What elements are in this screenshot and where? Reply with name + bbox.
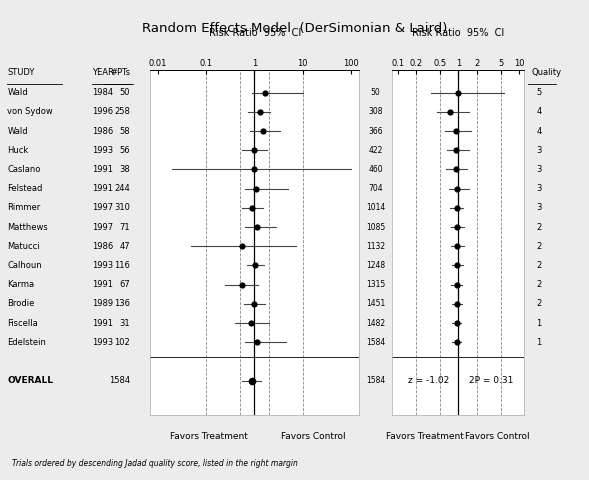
Text: 1315: 1315 xyxy=(366,280,385,289)
Text: Edelstein: Edelstein xyxy=(7,338,46,347)
Text: 1986: 1986 xyxy=(92,242,114,251)
Text: 1993: 1993 xyxy=(92,338,114,347)
Text: 2: 2 xyxy=(537,223,542,231)
Text: 1584: 1584 xyxy=(366,376,385,385)
Text: 1993: 1993 xyxy=(92,261,114,270)
Text: z = -1.02: z = -1.02 xyxy=(408,376,449,385)
Text: Rimmer: Rimmer xyxy=(7,204,41,212)
Text: 4: 4 xyxy=(537,108,542,116)
Text: Favors Control: Favors Control xyxy=(281,432,346,442)
Text: 704: 704 xyxy=(368,184,383,193)
Text: 244: 244 xyxy=(114,184,130,193)
Text: Calhoun: Calhoun xyxy=(7,261,42,270)
Text: 2: 2 xyxy=(537,280,542,289)
Text: Favors Treatment: Favors Treatment xyxy=(170,432,248,442)
Text: 50: 50 xyxy=(120,88,130,97)
Text: 1132: 1132 xyxy=(366,242,385,251)
Text: 1993: 1993 xyxy=(92,146,114,155)
Text: 1991: 1991 xyxy=(92,280,114,289)
Text: 460: 460 xyxy=(368,165,383,174)
Text: Huck: Huck xyxy=(7,146,29,155)
Text: 47: 47 xyxy=(120,242,130,251)
Text: 38: 38 xyxy=(119,165,130,174)
Text: 3: 3 xyxy=(537,165,542,174)
Text: Wald: Wald xyxy=(7,88,28,97)
Text: Fiscella: Fiscella xyxy=(7,319,38,327)
Text: 2: 2 xyxy=(537,261,542,270)
Text: 2P = 0.31: 2P = 0.31 xyxy=(469,376,513,385)
Text: 366: 366 xyxy=(368,127,383,135)
Text: 1991: 1991 xyxy=(92,165,114,174)
Text: OVERALL: OVERALL xyxy=(7,376,54,385)
Text: 5: 5 xyxy=(537,88,542,97)
Text: Quality: Quality xyxy=(531,68,561,77)
Text: 116: 116 xyxy=(114,261,130,270)
Text: Risk Ratio  95%  CI: Risk Ratio 95% CI xyxy=(209,28,301,38)
Text: 1984: 1984 xyxy=(92,88,114,97)
Text: 422: 422 xyxy=(368,146,383,155)
Text: Trials ordered by descending Jadad quality score, listed in the right margin: Trials ordered by descending Jadad quali… xyxy=(12,459,297,468)
Text: 1584: 1584 xyxy=(366,338,385,347)
Text: 1997: 1997 xyxy=(92,204,114,212)
Text: Risk Ratio  95%  CI: Risk Ratio 95% CI xyxy=(412,28,504,38)
Text: 1451: 1451 xyxy=(366,300,385,308)
Text: 308: 308 xyxy=(368,108,383,116)
Text: 56: 56 xyxy=(120,146,130,155)
Text: Favors Control: Favors Control xyxy=(465,432,530,442)
Text: 31: 31 xyxy=(120,319,130,327)
Text: 258: 258 xyxy=(114,108,130,116)
Text: 2: 2 xyxy=(537,300,542,308)
Text: 1996: 1996 xyxy=(92,108,114,116)
Text: 1991: 1991 xyxy=(92,184,114,193)
Text: Matucci: Matucci xyxy=(7,242,40,251)
Text: 3: 3 xyxy=(537,184,542,193)
Text: Favors Treatment: Favors Treatment xyxy=(386,432,464,442)
Text: Matthews: Matthews xyxy=(7,223,48,231)
Text: 2: 2 xyxy=(537,242,542,251)
Text: 1014: 1014 xyxy=(366,204,385,212)
Text: 67: 67 xyxy=(119,280,130,289)
Text: 136: 136 xyxy=(114,300,130,308)
Text: von Sydow: von Sydow xyxy=(7,108,53,116)
Text: 1989: 1989 xyxy=(92,300,114,308)
Text: YEAR: YEAR xyxy=(92,68,114,77)
Text: 1986: 1986 xyxy=(92,127,114,135)
Text: Random Effects Model  (DerSimonian & Laird): Random Effects Model (DerSimonian & Lair… xyxy=(142,22,447,35)
Text: Felstead: Felstead xyxy=(7,184,43,193)
Text: 310: 310 xyxy=(114,204,130,212)
Text: 1991: 1991 xyxy=(92,319,114,327)
Text: 71: 71 xyxy=(120,223,130,231)
Text: 1085: 1085 xyxy=(366,223,385,231)
Text: STUDY: STUDY xyxy=(7,68,35,77)
Text: #PTs: #PTs xyxy=(110,68,130,77)
Text: 1248: 1248 xyxy=(366,261,385,270)
Text: 50: 50 xyxy=(370,88,380,97)
Text: 3: 3 xyxy=(537,204,542,212)
Text: 1: 1 xyxy=(537,319,542,327)
Text: 4: 4 xyxy=(537,127,542,135)
Text: 102: 102 xyxy=(114,338,130,347)
Text: 3: 3 xyxy=(537,146,542,155)
Text: 1997: 1997 xyxy=(92,223,114,231)
Text: Karma: Karma xyxy=(7,280,35,289)
Text: 1482: 1482 xyxy=(366,319,385,327)
Text: Brodie: Brodie xyxy=(7,300,35,308)
Text: Caslano: Caslano xyxy=(7,165,41,174)
Text: 1: 1 xyxy=(537,338,542,347)
Text: Wald: Wald xyxy=(7,127,28,135)
Text: 1584: 1584 xyxy=(109,376,130,385)
Text: 58: 58 xyxy=(120,127,130,135)
